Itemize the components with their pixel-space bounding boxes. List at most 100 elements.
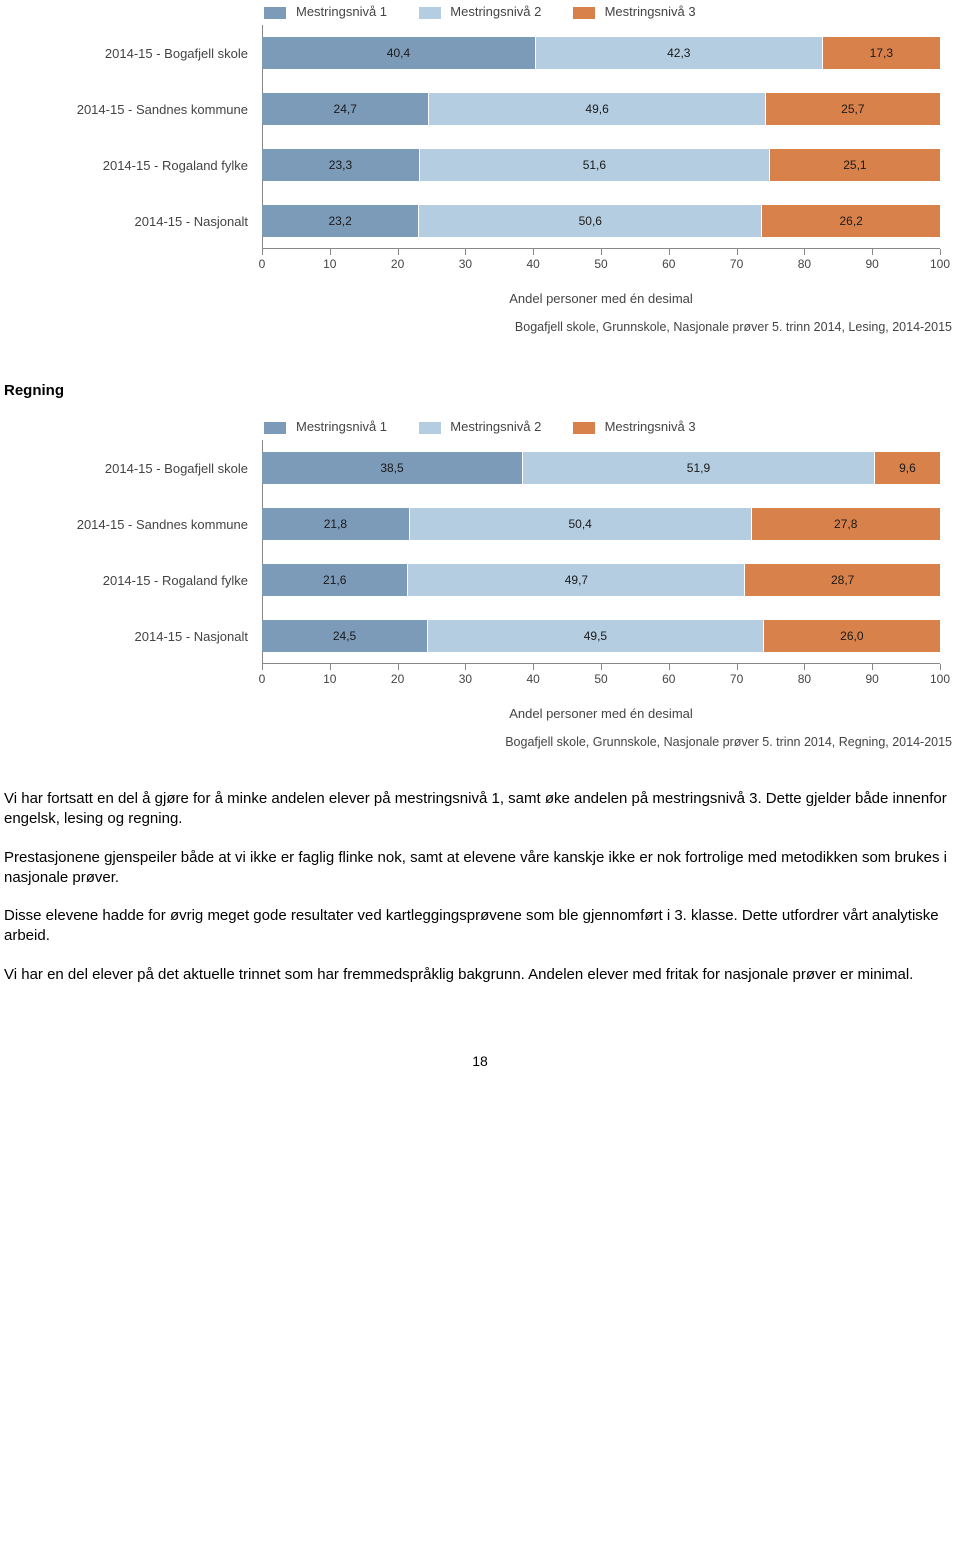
xaxis-tick-label: 80	[798, 257, 811, 271]
xaxis-tick-label: 100	[930, 672, 950, 686]
xaxis-tick	[262, 664, 263, 670]
xaxis-tick-label: 50	[594, 672, 607, 686]
bar-row-label: 2014-15 - Sandnes kommune	[0, 102, 262, 117]
legend-swatch-2	[419, 422, 441, 434]
bar-row-track: 24,549,526,0	[262, 608, 940, 664]
legend-swatch-3	[573, 422, 595, 434]
bar-row: 2014-15 - Sandnes kommune24,749,625,7	[0, 81, 960, 137]
xaxis-tick-label: 60	[662, 257, 675, 271]
chart-caption-lesing: Bogafjell skole, Grunnskole, Nasjonale p…	[0, 306, 960, 362]
bar-row-label: 2014-15 - Rogaland fylke	[0, 158, 262, 173]
bar-segment-level1: 21,6	[262, 564, 408, 596]
legend-label-3: Mestringsnivå 3	[605, 4, 696, 19]
bar-segment-level2: 49,6	[429, 93, 765, 125]
bar-segment-level3: 26,2	[762, 205, 940, 237]
xaxis-tick-label: 90	[866, 672, 879, 686]
xaxis: 0102030405060708090100	[262, 249, 940, 289]
legend: Mestringsnivå 1 Mestringsnivå 2 Mestring…	[0, 419, 960, 440]
bar-row: 2014-15 - Sandnes kommune21,850,427,8	[0, 496, 960, 552]
xaxis-tick	[737, 664, 738, 670]
bar-row: 2014-15 - Rogaland fylke23,351,625,1	[0, 137, 960, 193]
legend-label-1: Mestringsnivå 1	[296, 419, 387, 434]
bar-row: 2014-15 - Nasjonalt24,549,526,0	[0, 608, 960, 664]
xaxis-tick	[330, 664, 331, 670]
plot-regning: 2014-15 - Bogafjell skole38,551,99,62014…	[0, 440, 960, 664]
legend-label-2: Mestringsnivå 2	[450, 419, 541, 434]
legend-label-3: Mestringsnivå 3	[605, 419, 696, 434]
legend: Mestringsnivå 1 Mestringsnivå 2 Mestring…	[0, 4, 960, 25]
xaxis-tick-label: 20	[391, 672, 404, 686]
legend-swatch-1	[264, 7, 286, 19]
bar-segment-level1: 23,3	[262, 149, 420, 181]
xaxis-tick-label: 60	[662, 672, 675, 686]
legend-label-1: Mestringsnivå 1	[296, 4, 387, 19]
bar-segment-level1: 23,2	[262, 205, 419, 237]
xaxis-tick	[330, 249, 331, 255]
bar-row-label: 2014-15 - Nasjonalt	[0, 629, 262, 644]
xaxis-tick	[601, 249, 602, 255]
chart-regning: Mestringsnivå 1 Mestringsnivå 2 Mestring…	[0, 415, 960, 777]
bar-row-label: 2014-15 - Nasjonalt	[0, 214, 262, 229]
xaxis-tick-label: 70	[730, 257, 743, 271]
xaxis-tick-label: 0	[259, 257, 266, 271]
bar-segment-level2: 49,5	[428, 620, 764, 652]
bar-segment-level2: 50,4	[410, 508, 752, 540]
xaxis-tick-label: 80	[798, 672, 811, 686]
legend-item-1: Mestringsnivå 1	[264, 4, 387, 19]
xaxis-tick-label: 10	[323, 672, 336, 686]
bar-row-label: 2014-15 - Rogaland fylke	[0, 573, 262, 588]
bar-segment-level2: 42,3	[536, 37, 823, 69]
xaxis-tick	[804, 249, 805, 255]
bar-row-track: 21,850,427,8	[262, 496, 940, 552]
paragraph-2: Prestasjonene gjenspeiler både at vi ikk…	[4, 848, 956, 889]
bar-row: 2014-15 - Nasjonalt23,250,626,2	[0, 193, 960, 249]
xaxis-tick	[398, 664, 399, 670]
bar-segment-level1: 24,5	[262, 620, 428, 652]
xaxis-tick-label: 10	[323, 257, 336, 271]
bar-row: 2014-15 - Bogafjell skole38,551,99,6	[0, 440, 960, 496]
bar-row-track: 40,442,317,3	[262, 25, 940, 81]
bar-row-label: 2014-15 - Bogafjell skole	[0, 46, 262, 61]
legend-item-2: Mestringsnivå 2	[419, 419, 542, 434]
bar-row: 2014-15 - Bogafjell skole40,442,317,3	[0, 25, 960, 81]
section-heading-regning: Regning	[0, 382, 960, 399]
xaxis-tick-label: 20	[391, 257, 404, 271]
xaxis-tick	[398, 249, 399, 255]
xaxis: 0102030405060708090100	[262, 664, 940, 704]
chart-lesing: Mestringsnivå 1 Mestringsnivå 2 Mestring…	[0, 0, 960, 362]
plot-lesing: 2014-15 - Bogafjell skole40,442,317,3201…	[0, 25, 960, 249]
page: Mestringsnivå 1 Mestringsnivå 2 Mestring…	[0, 0, 960, 1079]
xaxis-tick	[669, 664, 670, 670]
bar-segment-level3: 27,8	[752, 508, 940, 540]
chart-caption-regning: Bogafjell skole, Grunnskole, Nasjonale p…	[0, 721, 960, 777]
bar-segment-level3: 25,7	[766, 93, 940, 125]
legend-item-3: Mestringsnivå 3	[573, 419, 696, 434]
legend-swatch-3	[573, 7, 595, 19]
bar-segment-level3: 28,7	[745, 564, 940, 596]
bar-segment-level2: 51,6	[420, 149, 770, 181]
page-number: 18	[0, 1003, 960, 1079]
bar-segment-level1: 21,8	[262, 508, 410, 540]
bar-row-track: 23,351,625,1	[262, 137, 940, 193]
xaxis-tick	[465, 249, 466, 255]
bar-segment-level2: 49,7	[408, 564, 745, 596]
bar-segment-level3: 9,6	[875, 452, 940, 484]
bar-row-track: 21,649,728,7	[262, 552, 940, 608]
legend-item-3: Mestringsnivå 3	[573, 4, 696, 19]
paragraph-3: Disse elevene hadde for øvrig meget gode…	[4, 906, 956, 947]
xaxis-tick-label: 0	[259, 672, 266, 686]
xaxis-title: Andel personer med én desimal	[262, 704, 940, 721]
xaxis-title: Andel personer med én desimal	[262, 289, 940, 306]
xaxis-tick	[601, 664, 602, 670]
xaxis-tick	[465, 664, 466, 670]
bar-segment-level3: 17,3	[823, 37, 940, 69]
legend-swatch-1	[264, 422, 286, 434]
bar-row-track: 38,551,99,6	[262, 440, 940, 496]
bar-segment-level1: 40,4	[262, 37, 536, 69]
xaxis-tick	[533, 249, 534, 255]
bar-segment-level2: 50,6	[419, 205, 762, 237]
xaxis-tick-label: 30	[459, 257, 472, 271]
bar-segment-level3: 26,0	[764, 620, 940, 652]
xaxis-tick-label: 30	[459, 672, 472, 686]
xaxis-tick	[940, 664, 941, 670]
